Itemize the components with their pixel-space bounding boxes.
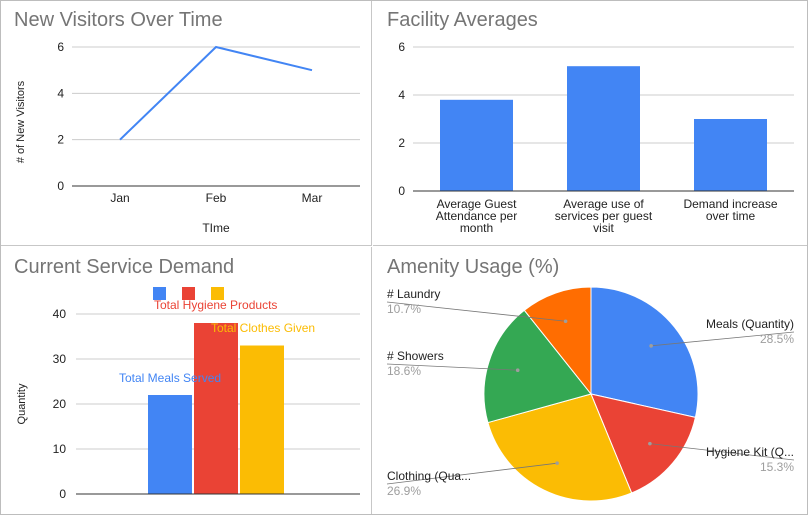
bar-chart-panel: Facility Averages 0 2 4 6 Average Guest Atten… bbox=[373, 0, 808, 246]
chart-title: New Visitors Over Time bbox=[14, 9, 223, 31]
line-chart-panel: New Visitors Over Time 0 2 4 6 Jan Feb Mar TIme… bbox=[0, 0, 372, 246]
y-tick-label: 0 bbox=[59, 487, 66, 501]
pie-chart-panel: Amenity Usage (%) Meals (Quantity) 28.5% H… bbox=[373, 247, 808, 515]
callout-dot bbox=[563, 319, 568, 324]
y-axis-title: Quantity bbox=[16, 383, 28, 424]
callout-line bbox=[386, 462, 558, 485]
y-tick-label: 6 bbox=[398, 40, 405, 54]
y-tick-label: 30 bbox=[53, 352, 67, 366]
x-axis-title: TIme bbox=[202, 221, 230, 235]
slice-label: Clothing (Qua... bbox=[387, 469, 471, 483]
callout-dot bbox=[648, 441, 652, 446]
x-tick-label: Average use of bbox=[563, 197, 644, 211]
slice-label: # Laundry bbox=[387, 287, 440, 301]
x-tick-label: Average Guest bbox=[437, 197, 517, 211]
bar bbox=[567, 66, 640, 191]
chart-title: Current Service Demand bbox=[14, 256, 235, 278]
callout-line bbox=[386, 363, 518, 371]
bar bbox=[240, 345, 284, 494]
series-label: Total Clothes Given bbox=[211, 321, 315, 335]
x-tick-label: Feb bbox=[206, 191, 227, 205]
grouped-bar-chart-panel: Current Service Demand 0 10 20 30 40 Total Me… bbox=[0, 247, 372, 515]
pie-slice bbox=[590, 286, 699, 418]
slice-percent: 26.9% bbox=[387, 484, 421, 498]
legend-swatch bbox=[182, 287, 195, 300]
y-tick-label: 4 bbox=[398, 88, 405, 102]
slice-percent: 18.6% bbox=[387, 364, 421, 378]
y-tick-label: 4 bbox=[57, 86, 64, 100]
x-tick-label: visit bbox=[593, 221, 614, 235]
x-tick-label: Attendance per bbox=[436, 209, 517, 223]
chart-title: Amenity Usage (%) bbox=[387, 256, 560, 278]
callout-dot bbox=[515, 368, 520, 372]
slice-label: Meals (Quantity) bbox=[706, 317, 794, 331]
chart-title: Facility Averages bbox=[387, 9, 538, 31]
series-label: Total Hygiene Products bbox=[154, 298, 277, 312]
callout-line bbox=[386, 301, 566, 322]
y-axis-title: # of New Visitors bbox=[15, 80, 27, 163]
pie-slice bbox=[590, 393, 697, 494]
y-tick-label: 0 bbox=[57, 179, 64, 193]
y-tick-label: 2 bbox=[398, 136, 405, 150]
slice-percent: 10.7% bbox=[387, 302, 421, 316]
line-chart: 0 2 4 6 Jan Feb Mar TIme # of New Visitors bbox=[15, 40, 360, 235]
pie-slice bbox=[523, 286, 592, 396]
pie-chart: Meals (Quantity)28.5% Hygiene Kit (Q...15… bbox=[386, 286, 795, 502]
grouped-bar-chart: 0 10 20 30 40 Total Meals Served Total Hygiene… bbox=[16, 287, 360, 501]
legend-swatch bbox=[153, 287, 166, 300]
callout-line bbox=[649, 443, 795, 461]
slice-percent: 28.5% bbox=[760, 332, 794, 346]
slice-label: Hygiene Kit (Q... bbox=[706, 445, 794, 459]
legend-swatch bbox=[211, 287, 224, 300]
series-label: Total Meals Served bbox=[119, 371, 221, 385]
y-tick-label: 40 bbox=[53, 307, 67, 321]
pie-slice bbox=[483, 309, 592, 424]
x-tick-label: Jan bbox=[110, 191, 129, 205]
slice-percent: 15.3% bbox=[760, 460, 794, 474]
y-tick-label: 20 bbox=[53, 397, 67, 411]
bar bbox=[440, 99, 513, 191]
bar bbox=[694, 119, 767, 191]
y-tick-label: 10 bbox=[53, 442, 67, 456]
callout-dot bbox=[649, 344, 653, 348]
y-tick-label: 2 bbox=[57, 133, 64, 147]
callout-line bbox=[651, 331, 795, 347]
slice-label: # Showers bbox=[387, 349, 444, 363]
x-tick-label: services per guest bbox=[555, 209, 653, 223]
x-tick-label: month bbox=[460, 221, 493, 235]
callout-dot bbox=[555, 461, 559, 465]
pie-slice bbox=[487, 393, 633, 502]
bar bbox=[148, 395, 192, 494]
bar bbox=[194, 323, 238, 494]
y-tick-label: 0 bbox=[398, 184, 405, 198]
x-tick-label: Mar bbox=[302, 191, 323, 205]
x-tick-label: over time bbox=[706, 209, 756, 223]
y-tick-label: 6 bbox=[57, 40, 64, 54]
x-tick-label: Demand increase bbox=[683, 197, 777, 211]
